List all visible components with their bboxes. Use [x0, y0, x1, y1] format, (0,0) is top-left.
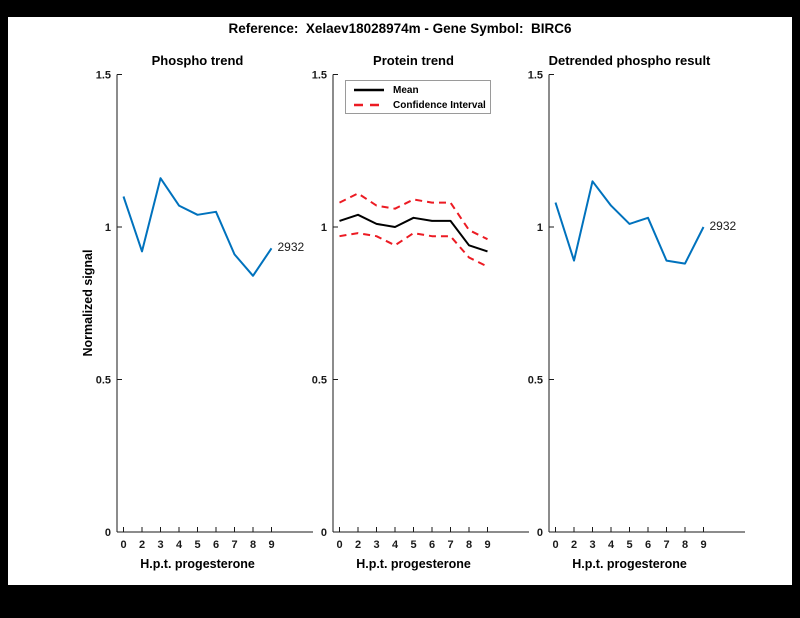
x-tick-label: 3 [589, 539, 595, 551]
y-tick-label: 0.5 [312, 375, 327, 387]
x-tick-label: 2 [571, 539, 577, 551]
subplot2-x-axis-label: H.p.t. progesterone [356, 557, 471, 571]
series-line-confidence-interval-lower [339, 232, 488, 268]
legend-item-mean: Mean [354, 82, 484, 98]
x-tick-label: 6 [645, 539, 651, 551]
subplot3-title: Detrended phospho result [548, 53, 711, 68]
trajectory-id-label-detrended: 2932 [709, 219, 737, 233]
confidence-interval-line-sample-icon [354, 103, 384, 107]
y-tick-label: 1.5 [528, 70, 543, 82]
series-line-2932 [554, 180, 705, 265]
legend-label-confidence-interval: Confidence Interval [393, 99, 486, 111]
x-tick-label: 4 [392, 539, 399, 551]
legend-box: Mean Confidence Interval [345, 80, 491, 114]
x-tick-label: 5 [626, 539, 632, 551]
subplot3-x-axis-label: H.p.t. progesterone [572, 557, 687, 571]
x-tick-label: 8 [682, 539, 688, 551]
x-tick-label: 6 [429, 539, 435, 551]
x-tick-label: 8 [250, 539, 256, 551]
y-tick-label: 0 [105, 527, 111, 539]
x-tick-label: 0 [336, 539, 342, 551]
y-tick-label: 1 [537, 222, 543, 234]
x-tick-label: 2 [355, 539, 361, 551]
x-tick-label: 0 [552, 539, 558, 551]
y-tick-label: 1.5 [312, 70, 327, 82]
series-line-2932 [122, 177, 273, 277]
x-tick-label: 9 [700, 539, 706, 551]
x-tick-label: 0 [120, 539, 126, 551]
y-tick-label: 0 [537, 527, 543, 539]
x-tick-label: 5 [194, 539, 200, 551]
matlab-figure: Reference: Xelaev18028974m - Gene Symbol… [8, 17, 792, 585]
legend-label-mean: Mean [393, 84, 419, 96]
legend-item-confidence-interval: Confidence Interval [354, 97, 486, 113]
x-tick-label: 6 [213, 539, 219, 551]
x-tick-label: 2 [139, 539, 145, 551]
mean-line-sample-icon [354, 88, 384, 92]
x-tick-label: 8 [466, 539, 472, 551]
trajectory-id-label-phospho: 2932 [277, 240, 305, 255]
y-tick-label: 0.5 [528, 375, 543, 387]
x-tick-label: 7 [447, 539, 453, 551]
plots-canvas: 00.511.50 2 3 4 5 6 7 8 900.511.50 2 3 4 5 6 7 8 900.511… [96, 70, 745, 551]
y-tick-label: 0 [321, 527, 327, 539]
x-tick-label: 3 [373, 539, 379, 551]
y-tick-label: 0.5 [96, 375, 111, 387]
x-tick-label: 5 [410, 539, 416, 551]
figure-title: Reference: Xelaev18028974m - Gene Symbol… [228, 21, 572, 36]
subplot1-title: Phospho trend [151, 53, 244, 68]
x-tick-label: 7 [663, 539, 669, 551]
subplot2-title: Protein trend [373, 53, 454, 68]
subplot1-x-axis-label: H.p.t. progesterone [140, 557, 255, 571]
x-tick-label: 7 [231, 539, 237, 551]
y-tick-label: 1 [321, 222, 327, 234]
x-tick-label: 3 [157, 539, 163, 551]
y-tick-label: 1 [105, 222, 111, 234]
x-tick-label: 4 [608, 539, 615, 551]
series-line-confidence-interval-upper [339, 192, 488, 241]
x-tick-label: 9 [484, 539, 490, 551]
y-tick-label: 1.5 [96, 70, 111, 82]
x-tick-label: 4 [176, 539, 183, 551]
x-tick-label: 9 [268, 539, 274, 551]
series-line-mean [339, 213, 488, 253]
